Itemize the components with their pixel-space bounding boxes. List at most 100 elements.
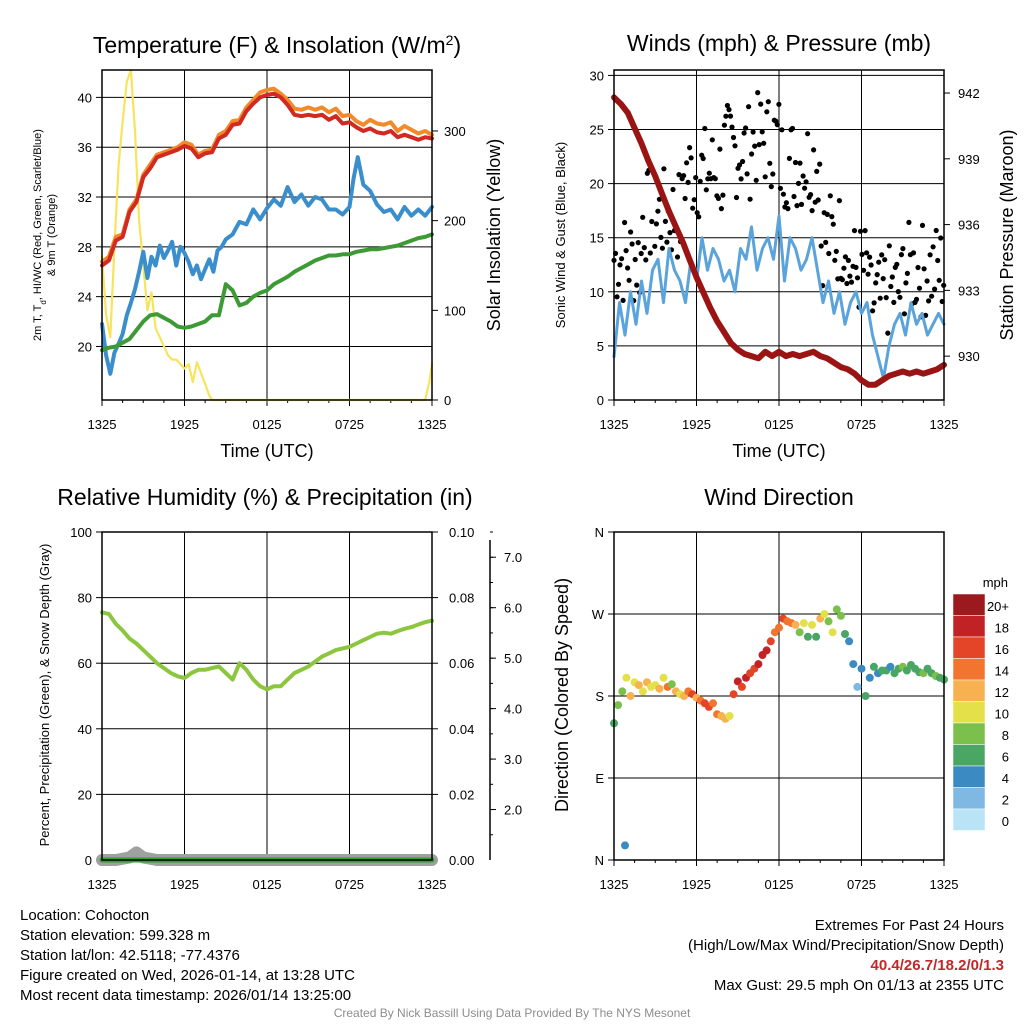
gust-point bbox=[641, 245, 647, 251]
y2-axis-label: Solar Insolation (Yellow) bbox=[484, 139, 504, 331]
gust-point bbox=[783, 200, 790, 206]
gust-point bbox=[740, 158, 746, 165]
gust-point bbox=[750, 129, 756, 135]
gust-point bbox=[749, 151, 755, 157]
direction-point bbox=[861, 692, 870, 700]
direction-point bbox=[836, 611, 845, 620]
y-tick-label: N bbox=[595, 853, 604, 868]
gust-point bbox=[718, 206, 725, 212]
direction-point bbox=[729, 690, 738, 699]
gust-point bbox=[700, 155, 706, 162]
x-tick-label: 0125 bbox=[253, 877, 282, 892]
colorbar-title: mph bbox=[983, 575, 1008, 590]
y2-tick-label: 936 bbox=[958, 218, 980, 233]
y2-tick-label: 939 bbox=[958, 152, 980, 167]
gust-point bbox=[877, 295, 883, 301]
gust-point bbox=[882, 257, 888, 263]
gust-point bbox=[906, 219, 912, 225]
gust-point bbox=[915, 264, 921, 271]
gust-point bbox=[776, 101, 782, 107]
temperature-title: Temperature (F) & Insolation (W/m2) bbox=[93, 32, 461, 58]
y2-tick-label: 100 bbox=[444, 303, 466, 318]
direction-point bbox=[725, 712, 734, 720]
gust-point bbox=[854, 275, 861, 281]
y2-axis-label: Station Pressure (Maroon) bbox=[997, 129, 1017, 340]
gust-point bbox=[625, 265, 631, 271]
x-tick-label: 0725 bbox=[847, 417, 876, 432]
gust-point bbox=[845, 257, 852, 263]
winds-title: Winds (mph) & Pressure (mb) bbox=[627, 30, 931, 56]
gust-point bbox=[794, 203, 800, 209]
plot-frame bbox=[101, 69, 433, 401]
gust-point bbox=[792, 159, 799, 166]
gust-point bbox=[839, 277, 846, 283]
gust-point bbox=[811, 147, 817, 153]
gust-point bbox=[768, 184, 774, 190]
direction-point bbox=[754, 660, 763, 669]
y-label-subscript: d bbox=[39, 300, 48, 304]
colorbar-swatch bbox=[952, 765, 986, 788]
y-tick-label: 28 bbox=[78, 240, 92, 255]
gust-point bbox=[743, 125, 749, 131]
direction-point bbox=[828, 628, 837, 637]
direction-point bbox=[659, 673, 668, 682]
gust-point bbox=[919, 222, 926, 228]
x-tick-label: 0725 bbox=[335, 417, 364, 432]
gust-point bbox=[620, 297, 626, 303]
y-label-part: , HI/WC (Red, Green, Scarlet/Blue) bbox=[32, 129, 44, 300]
series-relative-humidity bbox=[100, 610, 434, 692]
gust-point bbox=[664, 239, 670, 245]
gust-point bbox=[741, 130, 747, 136]
x-tick-label: 0725 bbox=[847, 877, 876, 892]
gust-point bbox=[895, 289, 901, 295]
x-tick-label: 0125 bbox=[765, 417, 794, 432]
gust-point bbox=[647, 250, 653, 256]
gust-point bbox=[619, 256, 625, 262]
colorbar-label: 4 bbox=[1002, 771, 1009, 786]
direction-point bbox=[812, 632, 821, 641]
gust-point bbox=[755, 90, 761, 96]
gust-point bbox=[747, 196, 753, 202]
colorbar-label: 0 bbox=[1002, 814, 1009, 829]
gust-point bbox=[652, 243, 658, 249]
gust-point bbox=[635, 240, 641, 246]
gust-point bbox=[921, 266, 927, 272]
gust-point bbox=[723, 113, 729, 119]
y-tick-label: 80 bbox=[78, 591, 92, 606]
gust-point bbox=[694, 210, 700, 216]
gust-point bbox=[938, 235, 944, 241]
direction-point bbox=[799, 619, 808, 628]
extremes-legend: (High/Low/Max Wind/Precipitation/Snow De… bbox=[688, 937, 1004, 954]
gust-point bbox=[874, 272, 880, 278]
plot-frame bbox=[613, 69, 945, 401]
colorbar-label: 12 bbox=[995, 685, 1009, 700]
gust-point bbox=[936, 277, 942, 283]
gust-point bbox=[859, 251, 865, 257]
gust-point bbox=[791, 193, 797, 200]
y2-tick-label: 0.08 bbox=[449, 591, 474, 606]
direction-point bbox=[655, 684, 664, 693]
gust-point bbox=[733, 194, 740, 201]
x-axis-label: Time (UTC) bbox=[732, 441, 825, 461]
y-tick-label: 20 bbox=[590, 177, 604, 192]
gust-point bbox=[888, 283, 894, 290]
colorbar-label: 8 bbox=[1002, 728, 1009, 743]
direction-point bbox=[824, 617, 833, 626]
direction-point bbox=[849, 660, 858, 669]
gust-point bbox=[702, 125, 708, 132]
colorbar-label: 18 bbox=[995, 620, 1009, 635]
gust-point bbox=[916, 285, 923, 291]
gust-point bbox=[736, 162, 743, 168]
gust-point bbox=[861, 267, 867, 273]
max-gust-text: Max Gust: 29.5 mph On 01/13 at 2355 UTC bbox=[713, 977, 1004, 994]
y-tick-label: 30 bbox=[590, 68, 604, 83]
gust-point bbox=[659, 245, 666, 251]
y2-tick-label: 933 bbox=[958, 283, 980, 298]
gust-point bbox=[880, 276, 886, 282]
gust-point bbox=[798, 201, 805, 207]
y-tick-label: W bbox=[592, 607, 605, 622]
direction-point bbox=[621, 841, 629, 850]
direction-point bbox=[853, 682, 862, 691]
y-tick-label: 0 bbox=[597, 393, 604, 408]
gust-point bbox=[785, 206, 791, 212]
